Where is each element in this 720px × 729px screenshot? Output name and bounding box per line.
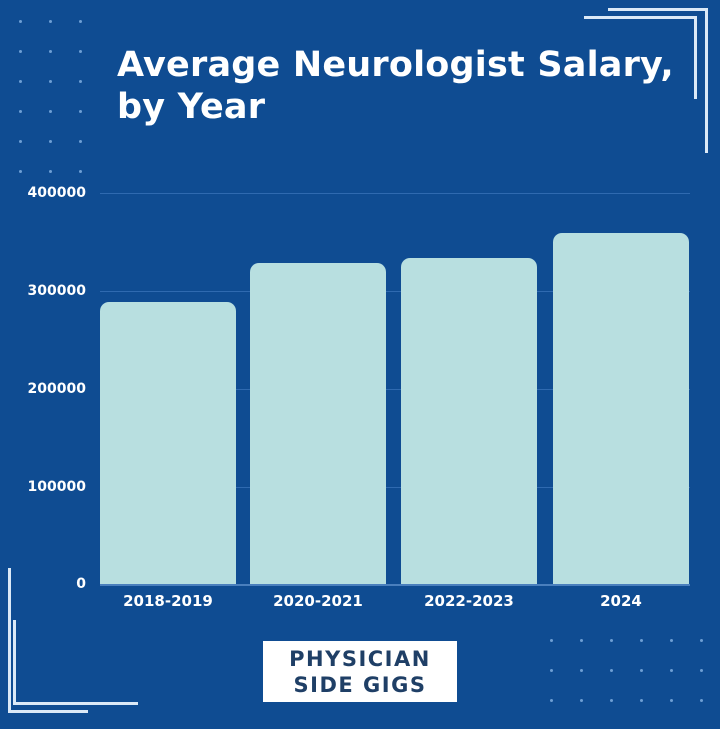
chart-title-line-1: Average Neurologist Salary, <box>117 45 674 85</box>
decorative-dot <box>580 699 583 702</box>
bar-2020-2021 <box>250 263 386 584</box>
decorative-dot <box>640 669 643 672</box>
decorative-dot <box>580 639 583 642</box>
gridline-400000 <box>100 193 690 194</box>
decorative-dot <box>580 669 583 672</box>
decorative-dot <box>49 110 52 113</box>
bar-2018-2019 <box>100 302 236 584</box>
gridline-200000 <box>100 389 690 390</box>
decorative-corner-bottom-left-outer <box>8 568 88 713</box>
decorative-dot <box>49 80 52 83</box>
decorative-dot <box>19 140 22 143</box>
gridline-100000 <box>100 487 690 488</box>
decorative-dot <box>19 170 22 173</box>
decorative-dot <box>610 639 613 642</box>
decorative-corner-top-right-outer <box>608 8 708 153</box>
decorative-dot <box>640 639 643 642</box>
decorative-dot <box>19 50 22 53</box>
x-axis-baseline <box>100 584 690 586</box>
y-tick-label: 400000 <box>27 185 86 201</box>
x-tick-label: 2020-2021 <box>273 592 363 610</box>
decorative-dot-grid-top-left <box>19 20 109 200</box>
x-tick-label: 2024 <box>600 592 642 610</box>
y-tick-label: 200000 <box>27 381 86 397</box>
decorative-dot <box>79 20 82 23</box>
decorative-dot <box>79 80 82 83</box>
x-tick-label: 2018-2019 <box>123 592 213 610</box>
brand-logo: PHYSICIAN SIDE GIGS <box>263 641 457 702</box>
x-tick-label: 2022-2023 <box>424 592 514 610</box>
decorative-corner-bottom-left-inner <box>13 620 138 705</box>
bar-2024 <box>553 233 689 584</box>
decorative-corner-top-right-inner <box>584 16 697 99</box>
decorative-dot <box>670 699 673 702</box>
chart-title-line-2: by Year <box>117 87 266 127</box>
decorative-dot <box>79 110 82 113</box>
brand-logo-line-2: SIDE GIGS <box>293 672 427 697</box>
y-tick-label: 300000 <box>27 283 86 299</box>
decorative-dot <box>49 170 52 173</box>
chart-title: Average Neurologist Salary, by Year <box>117 44 697 128</box>
decorative-dot <box>700 639 703 642</box>
decorative-dot <box>610 669 613 672</box>
bar-2022-2023 <box>401 258 537 584</box>
decorative-dot <box>19 110 22 113</box>
decorative-dot <box>610 699 613 702</box>
decorative-dot <box>700 669 703 672</box>
brand-logo-line-1: PHYSICIAN <box>289 646 431 671</box>
decorative-dot <box>640 699 643 702</box>
decorative-dot <box>19 20 22 23</box>
gridline-300000 <box>100 291 690 292</box>
y-tick-label: 0 <box>76 576 86 592</box>
decorative-dot <box>550 669 553 672</box>
decorative-dot <box>550 699 553 702</box>
decorative-dot <box>670 669 673 672</box>
decorative-dot <box>49 140 52 143</box>
decorative-dot-grid-bottom-right <box>550 639 720 729</box>
decorative-dot <box>670 639 673 642</box>
decorative-dot <box>49 20 52 23</box>
y-tick-label: 100000 <box>27 479 86 495</box>
decorative-dot <box>79 50 82 53</box>
decorative-dot <box>79 170 82 173</box>
decorative-dot <box>49 50 52 53</box>
decorative-dot <box>550 639 553 642</box>
decorative-dot <box>700 699 703 702</box>
decorative-dot <box>79 140 82 143</box>
decorative-dot <box>19 80 22 83</box>
